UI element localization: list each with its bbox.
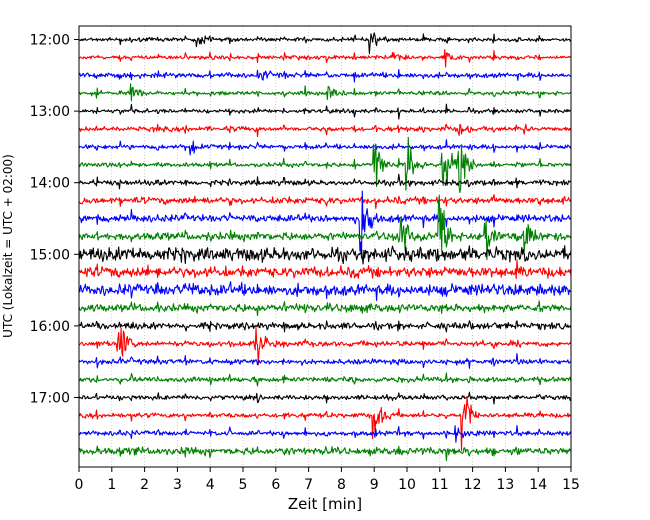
x-tick-label: 6 (271, 477, 280, 493)
y-tick-label: 12:00 (30, 33, 70, 49)
x-tick-label: 8 (337, 477, 346, 493)
y-tick-label: 16:00 (30, 319, 70, 335)
trace-line (79, 194, 571, 209)
plot-frame (78, 25, 572, 468)
trace-line (79, 83, 571, 102)
x-axis-ticks: 0 1 2 3 4 5 6 7 8 9 10 11 12 13 14 15 (75, 467, 580, 493)
x-tick-label: 15 (562, 477, 580, 493)
x-tick-label: 7 (304, 477, 313, 493)
trace-line (79, 391, 571, 405)
trace-line (79, 320, 571, 333)
trace-line (79, 69, 571, 83)
x-tick-label: 5 (239, 477, 248, 493)
trace-line (79, 49, 571, 68)
y-tick-label: 17:00 (30, 391, 70, 407)
trace-line (79, 32, 571, 55)
trace-line (79, 395, 571, 451)
trace-line (79, 425, 571, 443)
x-tick-label: 13 (496, 477, 514, 493)
trace-line (79, 372, 571, 387)
trace-line (79, 173, 571, 190)
trace-line (79, 123, 571, 138)
x-tick-label: 11 (431, 477, 449, 493)
x-tick-label: 2 (140, 477, 149, 493)
trace-line (79, 300, 571, 317)
x-tick-label: 14 (529, 477, 547, 493)
trace-line (79, 190, 571, 259)
trace-line (79, 281, 571, 302)
trace-line (79, 139, 571, 156)
y-tick-label: 15:00 (30, 247, 70, 263)
y-axis-ticks: 12:00 13:00 14:00 15:00 16:00 17:00 (30, 33, 79, 407)
x-tick-label: 0 (75, 477, 84, 493)
trace-line (79, 245, 571, 265)
trace-line (79, 103, 571, 120)
trace-line (79, 327, 571, 366)
trace-line (79, 445, 571, 462)
y-axis-label: UTC (Lokalzeit = UTC + 02:00) (1, 154, 15, 338)
x-tick-label: 10 (398, 477, 416, 493)
y-tick-label: 14:00 (30, 176, 70, 192)
x-tick-label: 4 (206, 477, 215, 493)
trace-line (79, 259, 571, 280)
trace-line (79, 352, 571, 369)
x-axis-label: Zeit [min] (288, 495, 362, 513)
y-tick-label: 13:00 (30, 104, 70, 120)
x-tick-label: 12 (464, 477, 482, 493)
x-tick-label: 9 (370, 477, 379, 493)
traces (79, 32, 571, 462)
x-tick-label: 1 (107, 477, 116, 493)
trace-line (79, 194, 571, 261)
trace-line (79, 136, 571, 194)
x-tick-label: 3 (173, 477, 182, 493)
